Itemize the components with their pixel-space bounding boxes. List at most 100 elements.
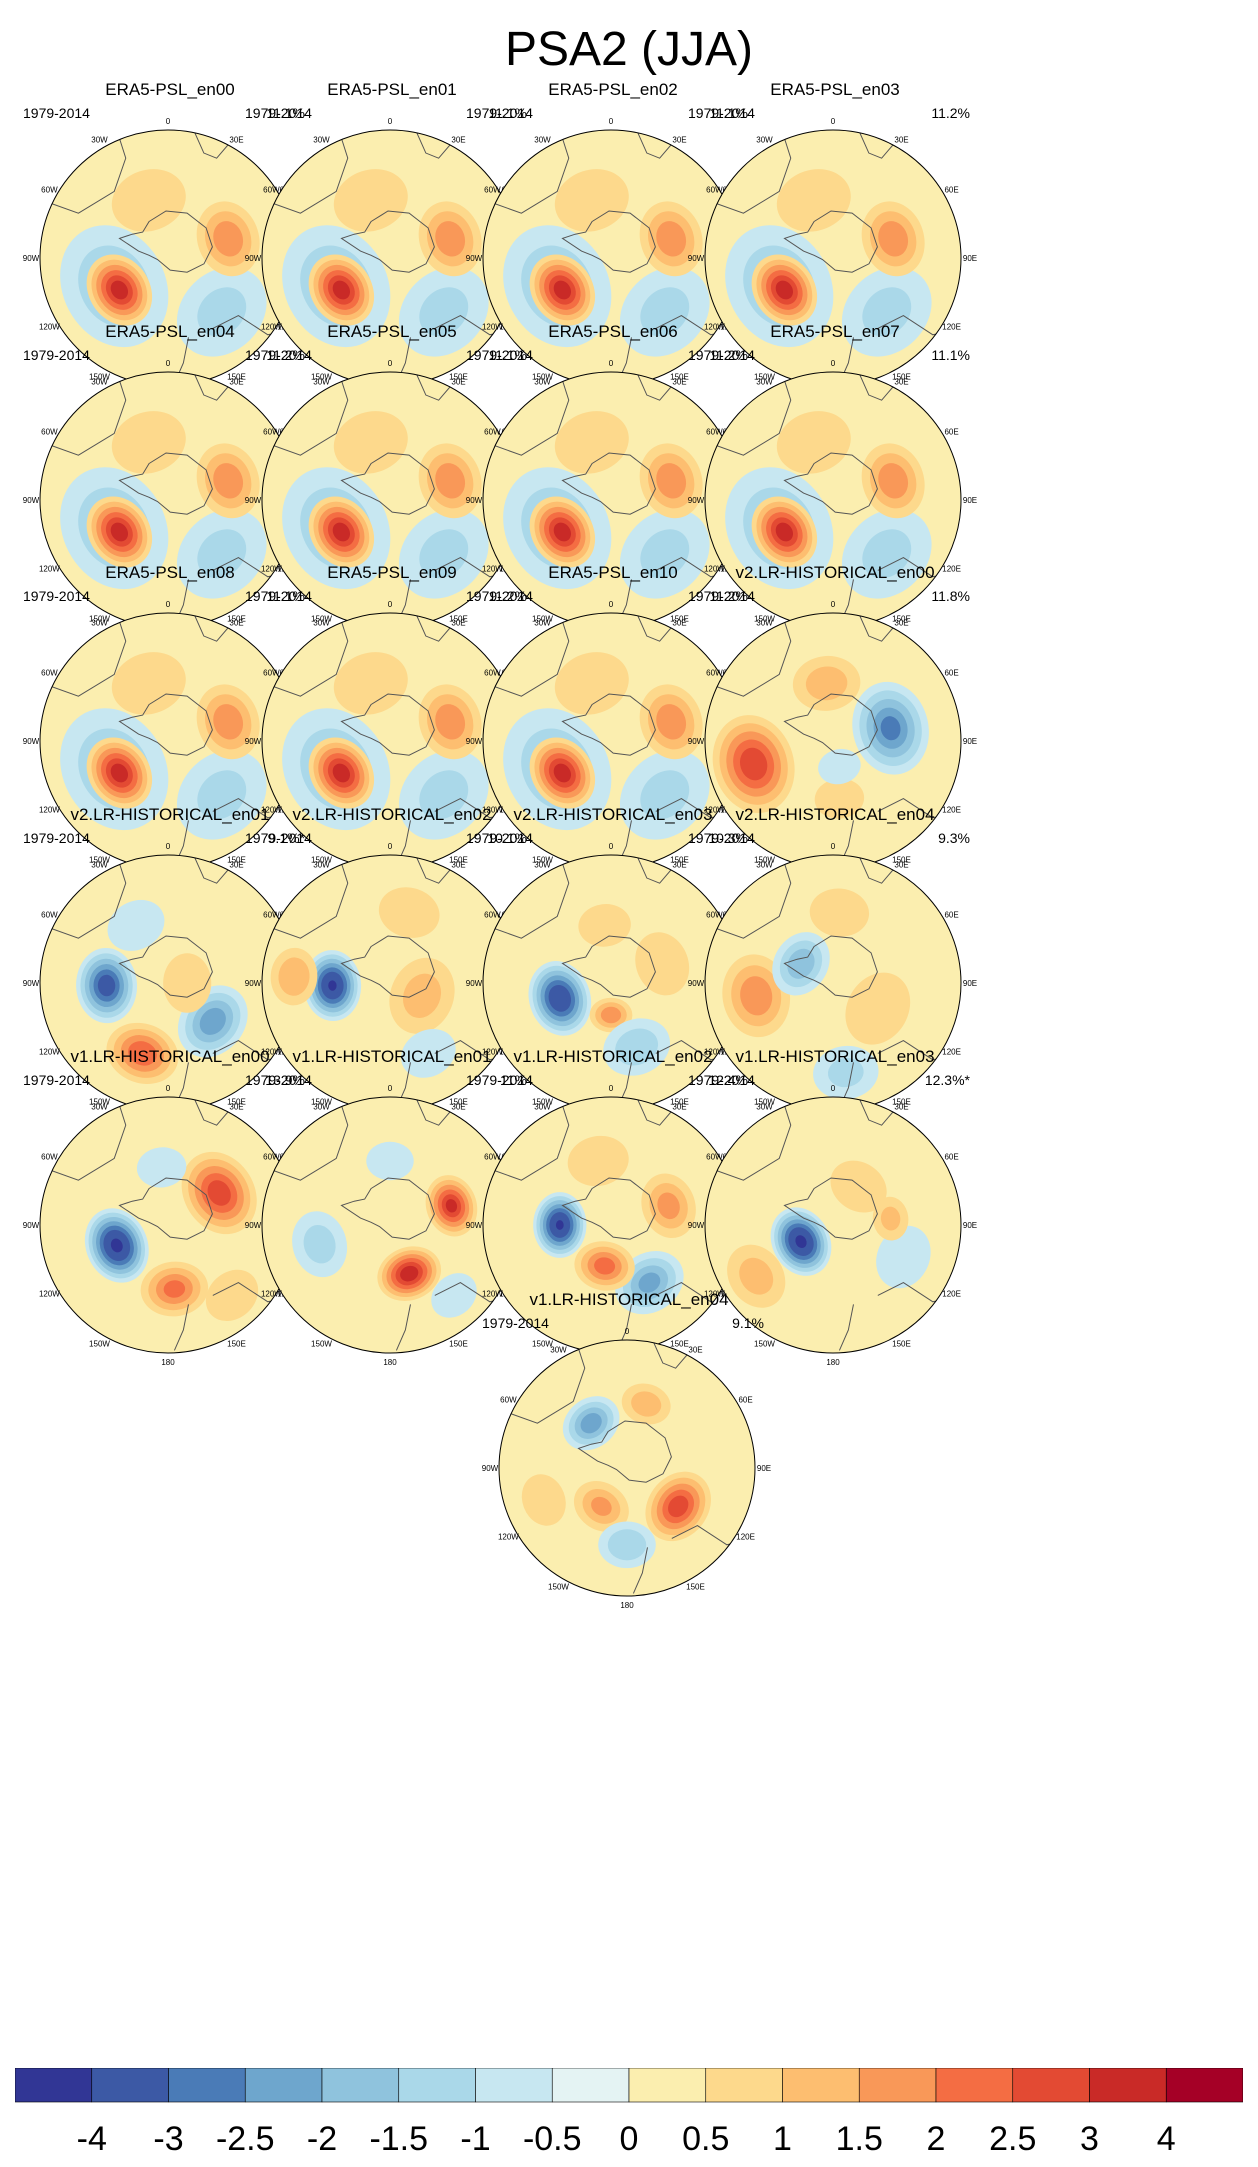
contour-level bbox=[740, 976, 773, 1016]
longitude-label: 120W bbox=[39, 323, 60, 332]
longitude-label: 150W bbox=[754, 1098, 775, 1107]
longitude-label: 120E bbox=[942, 806, 961, 815]
colorbar-swatch bbox=[321, 2068, 400, 2103]
map-panel: v2.LR-HISTORICAL_en031979-201410.3%030E6… bbox=[458, 805, 768, 1125]
longitude-label: 60E bbox=[944, 1153, 958, 1162]
longitude-label: 30E bbox=[894, 618, 908, 627]
longitude-label: 0 bbox=[831, 359, 836, 368]
colorbar-tick-label: 4 bbox=[1157, 2120, 1176, 2158]
longitude-label: 150E bbox=[892, 1340, 911, 1349]
south-america-coastline bbox=[485, 855, 570, 939]
panel-title: ERA5-PSL_en09 bbox=[327, 563, 457, 582]
south-america-coastline bbox=[264, 130, 349, 214]
contour-level bbox=[878, 221, 909, 257]
colorbar-swatch bbox=[244, 2068, 323, 2103]
panel-title: v1.LR-HISTORICAL_en01 bbox=[292, 1047, 492, 1066]
longitude-label: 150E bbox=[892, 856, 911, 865]
longitude-label: 0 bbox=[609, 600, 614, 609]
panel-title: v2.LR-HISTORICAL_en03 bbox=[513, 805, 713, 824]
colorbar-tick-label: 2 bbox=[927, 2120, 946, 2158]
longitude-label: 120W bbox=[261, 1048, 282, 1057]
colorbar-tick-label: 0.5 bbox=[682, 2120, 729, 2158]
antarctica-coastline bbox=[118, 1177, 213, 1240]
longitude-label: 120W bbox=[704, 565, 725, 574]
colorbar-tick-label: -2 bbox=[307, 2120, 337, 2158]
panel-title: v2.LR-HISTORICAL_en00 bbox=[735, 563, 935, 582]
longitude-label: 90W bbox=[688, 254, 705, 263]
longitude-label: 30W bbox=[91, 860, 108, 869]
colorbar-swatch bbox=[1165, 2068, 1243, 2103]
longitude-label: 0 bbox=[166, 600, 171, 609]
antarctica-coastline bbox=[340, 693, 435, 756]
longitude-label: 0 bbox=[609, 1084, 614, 1093]
longitude-label: 150E bbox=[686, 1583, 705, 1592]
longitude-label: 90W bbox=[245, 1221, 262, 1230]
panel-title: ERA5-PSL_en05 bbox=[327, 322, 457, 341]
map-border bbox=[704, 1096, 962, 1354]
panel-variance: 11% bbox=[500, 1072, 527, 1088]
longitude-label: 0 bbox=[166, 1084, 171, 1093]
contour-level bbox=[199, 1007, 226, 1035]
longitude-label: 60W bbox=[484, 428, 501, 437]
contour-level bbox=[805, 666, 848, 701]
longitude-label: 150E bbox=[892, 373, 911, 382]
africa-coastline bbox=[193, 1097, 233, 1126]
africa-coastline bbox=[193, 372, 233, 401]
longitude-label: 0 bbox=[166, 117, 171, 126]
longitude-label: 150W bbox=[89, 856, 110, 865]
longitude-label: 90W bbox=[688, 496, 705, 505]
africa-coastline bbox=[415, 372, 455, 401]
antarctica-coastline bbox=[340, 210, 435, 273]
antarctica-coastline bbox=[783, 693, 878, 756]
figure-title: PSA2 (JJA) bbox=[504, 23, 754, 76]
longitude-label: 90W bbox=[688, 737, 705, 746]
contour-level bbox=[435, 463, 466, 499]
longitude-label: 30W bbox=[534, 1102, 551, 1111]
contour-level bbox=[402, 973, 442, 1018]
contour-level bbox=[594, 1257, 616, 1275]
south-america-coastline bbox=[485, 613, 570, 697]
longitude-label: 30W bbox=[313, 860, 330, 869]
longitude-label: 150W bbox=[754, 615, 775, 624]
longitude-label: 60W bbox=[41, 911, 58, 920]
panel-title: v2.LR-HISTORICAL_en04 bbox=[735, 805, 935, 824]
longitude-label: 60W bbox=[500, 1396, 517, 1405]
longitude-label: 60W bbox=[706, 911, 723, 920]
longitude-label: 150W bbox=[532, 1340, 553, 1349]
panel-variance: 11.1% bbox=[709, 105, 748, 121]
longitude-label: 150E bbox=[670, 373, 689, 382]
colorbar-swatch bbox=[705, 2068, 783, 2103]
contour-level bbox=[776, 169, 851, 232]
longitude-label: 30E bbox=[451, 860, 465, 869]
longitude-label: 30W bbox=[756, 377, 773, 386]
antarctica-coastline bbox=[561, 452, 656, 515]
longitude-label: 30W bbox=[91, 618, 108, 627]
panel-variance: 11.2% bbox=[709, 347, 748, 363]
south-america-coastline bbox=[42, 613, 127, 697]
panel-title: ERA5-PSL_en10 bbox=[548, 563, 678, 582]
colorbar-tick-label: 0 bbox=[620, 2120, 639, 2158]
contour-level bbox=[278, 957, 310, 996]
anomaly-field bbox=[40, 1097, 296, 1353]
panel-title: ERA5-PSL_en00 bbox=[105, 80, 235, 99]
longitude-label: 90W bbox=[245, 737, 262, 746]
longitude-label: 90W bbox=[466, 254, 483, 263]
colorbar-swatch bbox=[858, 2068, 937, 2103]
contour-level bbox=[578, 904, 631, 947]
longitude-label: 30E bbox=[451, 1102, 465, 1111]
longitude-label: 150E bbox=[449, 373, 468, 382]
longitude-label: 30E bbox=[894, 860, 908, 869]
longitude-label: 120W bbox=[704, 806, 725, 815]
colorbar-swatch bbox=[15, 2068, 93, 2103]
longitude-label: 30E bbox=[672, 618, 686, 627]
panel-variance: 11.1% bbox=[488, 105, 527, 121]
contour-level bbox=[880, 1206, 901, 1231]
longitude-label: 150W bbox=[311, 1340, 332, 1349]
field-background bbox=[705, 1097, 961, 1353]
longitude-label: 60W bbox=[41, 669, 58, 678]
longitude-label: 0 bbox=[609, 117, 614, 126]
antarctica-coastline bbox=[561, 693, 656, 756]
longitude-label: 120W bbox=[482, 565, 503, 574]
